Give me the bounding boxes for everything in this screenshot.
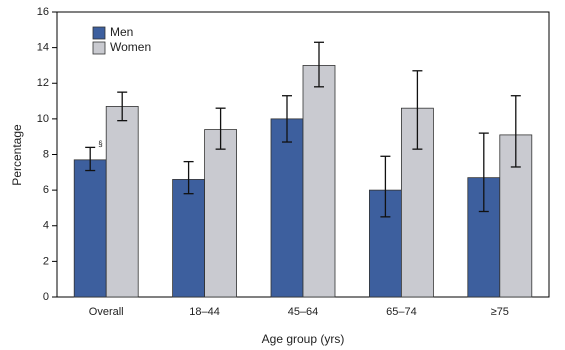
x-tick-label: Overall <box>89 306 124 318</box>
y-axis-label: Percentage <box>10 124 24 186</box>
bar <box>73 159 107 298</box>
x-axis-label: Age group (yrs) <box>262 332 345 346</box>
y-tick-label: 6 <box>43 184 49 196</box>
y-tick-label: 10 <box>37 113 49 125</box>
bar <box>270 118 304 298</box>
y-tick-label: 2 <box>43 255 49 267</box>
legend-swatch <box>92 41 106 55</box>
bar <box>105 106 139 298</box>
legend-label: Men <box>110 25 133 39</box>
y-tick-label: 4 <box>43 220 49 232</box>
annotation: § <box>98 139 102 148</box>
legend-label: Women <box>110 40 151 54</box>
y-tick-label: 8 <box>43 148 49 160</box>
bar <box>172 179 206 298</box>
y-tick-label: 0 <box>43 291 49 303</box>
bar <box>204 129 238 298</box>
y-tick-label: 12 <box>37 77 49 89</box>
x-tick-label: ≥75 <box>491 306 509 318</box>
y-tick-label: 14 <box>37 42 49 54</box>
bar <box>302 65 336 298</box>
x-tick-label: 65–74 <box>386 306 417 318</box>
x-tick-label: 18–44 <box>189 306 220 318</box>
legend-swatch <box>92 26 106 40</box>
x-tick-label: 45–64 <box>288 306 319 318</box>
y-tick-label: 16 <box>37 6 49 18</box>
